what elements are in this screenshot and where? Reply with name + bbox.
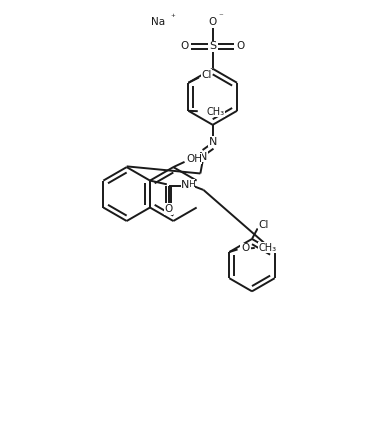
Text: O: O	[237, 41, 245, 51]
Text: CH₃: CH₃	[206, 107, 225, 116]
Text: CH₃: CH₃	[258, 242, 277, 252]
Text: S: S	[209, 41, 216, 51]
Text: ⁻: ⁻	[218, 13, 223, 22]
Text: N: N	[199, 152, 208, 162]
Text: N: N	[181, 181, 190, 191]
Text: N: N	[208, 137, 217, 147]
Text: Cl: Cl	[258, 220, 268, 230]
Text: Na: Na	[151, 17, 166, 27]
Text: O: O	[241, 243, 249, 253]
Text: H: H	[188, 180, 194, 189]
Text: OH: OH	[186, 154, 202, 164]
Text: ⁺: ⁺	[170, 13, 175, 22]
Text: O: O	[209, 17, 217, 27]
Text: O: O	[165, 204, 173, 214]
Text: O: O	[180, 41, 189, 51]
Text: Cl: Cl	[201, 70, 211, 80]
